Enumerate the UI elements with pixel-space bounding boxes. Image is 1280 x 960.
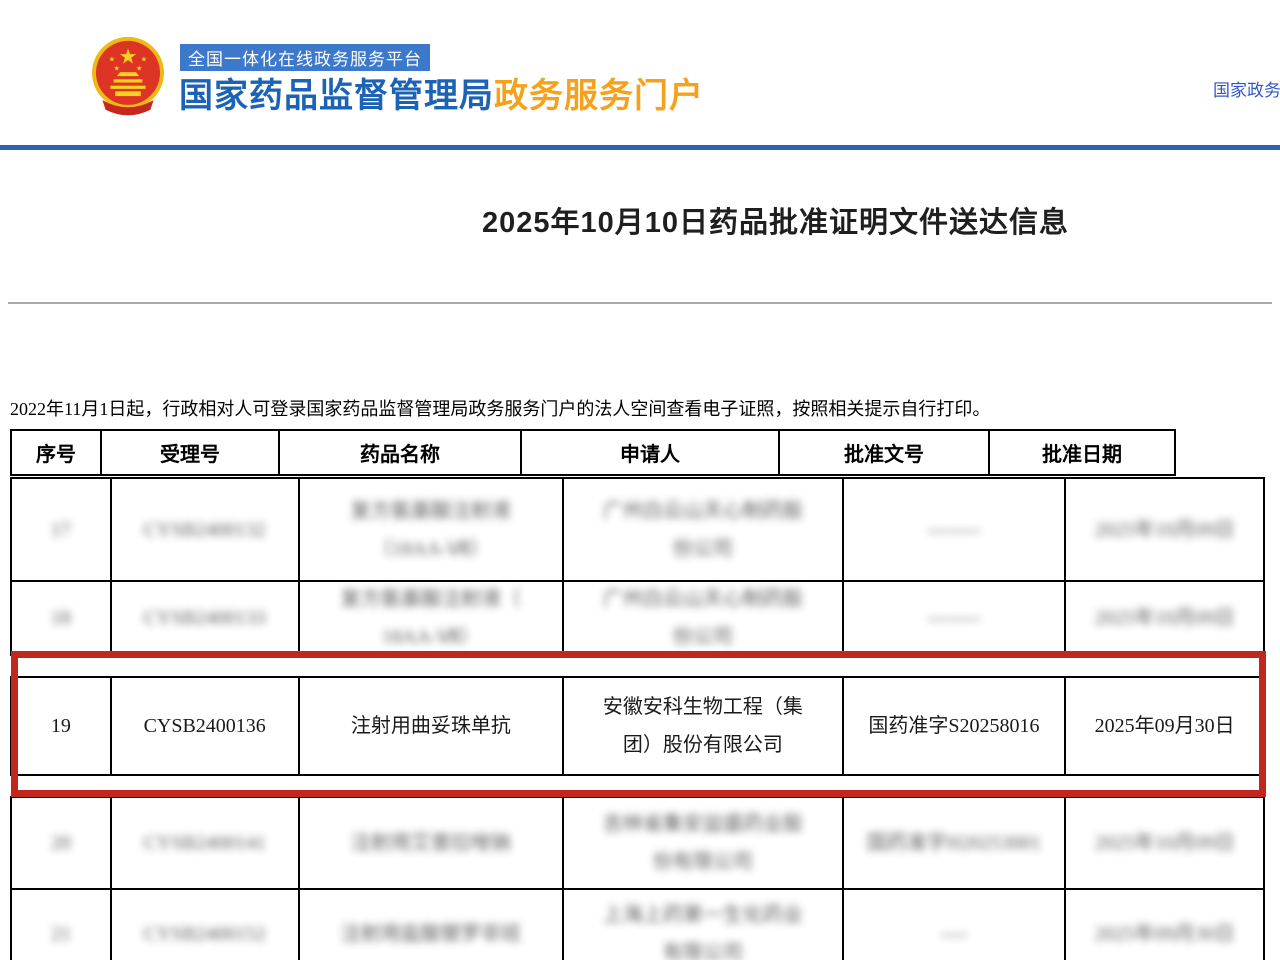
page-title: 2025年10月10日药品批准证明文件送达信息 bbox=[482, 207, 1070, 239]
cell-line: 广州白云山天心制药股 bbox=[602, 588, 803, 610]
cell-line: 团）股份有限公司 bbox=[622, 734, 783, 756]
cell-acceptance-no: CYSB2400132 bbox=[112, 479, 300, 580]
cell-acceptance-no: CYSB2400133 bbox=[112, 582, 300, 654]
cell-line: CYSB2400132 bbox=[143, 518, 266, 541]
table-row: 20 CYSB2400141 注射用艾普拉唑钠 吉林省集安益盛药业股 份有限公司 国药准字… bbox=[10, 796, 1265, 890]
cell-seq: 18 bbox=[12, 582, 112, 654]
site-title: 国家药品监督管理局政务服务门户 bbox=[179, 68, 704, 117]
cell-approval-no: -------- bbox=[844, 479, 1067, 580]
cell-line: 2025年10月09日 bbox=[1094, 518, 1235, 541]
cell-line: 份公司 bbox=[672, 537, 733, 560]
site-title-agency: 国家药品监督管理局 bbox=[179, 77, 494, 115]
header-divider-bar bbox=[0, 145, 1280, 150]
cell-approval-no: 国药准字S20258016 bbox=[844, 678, 1067, 774]
cell-seq: 17 bbox=[12, 479, 112, 580]
cell-line: 份公司 bbox=[672, 626, 733, 648]
cell-applicant: 安徽安科生物工程（集 团）股份有限公司 bbox=[564, 678, 844, 774]
cell-approval-no: -------- bbox=[844, 582, 1067, 654]
cell-line: CYSB2400133 bbox=[143, 607, 266, 629]
cell-seq: 20 bbox=[12, 798, 112, 888]
cell-line: 18AA-Ⅶ） bbox=[381, 626, 480, 648]
table-row-highlighted: 19 CYSB2400136 注射用曲妥珠单抗 安徽安科生物工程（集 团）股份有限公司 国… bbox=[10, 676, 1265, 776]
svg-text:★: ★ bbox=[109, 55, 115, 64]
cell-line: 21 bbox=[50, 923, 71, 945]
cell-approval-date: 2025年10月09日 bbox=[1066, 479, 1263, 580]
cell-line: -------- bbox=[927, 518, 981, 541]
table-row: 17 CYSB2400132 复方氨基酸注射液 （18AA-Ⅶ） 广州白云山天心制药股份… bbox=[10, 477, 1265, 582]
cell-line: 广州白云山天心制药股 bbox=[602, 499, 803, 522]
cell-line: 18 bbox=[50, 607, 71, 629]
cell-line: 2025年09月30日 bbox=[1094, 923, 1235, 945]
site-title-portal: 政务服务门户 bbox=[494, 77, 704, 115]
section-divider bbox=[8, 302, 1272, 304]
cell-acceptance-no: CYSB2400141 bbox=[112, 798, 300, 888]
cell-line: 上海上药第一生化药业 bbox=[602, 904, 803, 926]
svg-text:★: ★ bbox=[119, 45, 138, 68]
national-platform-link[interactable]: 国家政务服务平台 bbox=[1213, 81, 1280, 100]
cell-line: 2025年10月09日 bbox=[1094, 832, 1235, 854]
svg-text:★: ★ bbox=[141, 55, 147, 64]
cell-approval-no: 国药准字H20253001 bbox=[844, 798, 1067, 888]
cell-line: （18AA-Ⅶ） bbox=[371, 537, 490, 560]
cell-drug-name: 复方氨基酸注射液 （18AA-Ⅶ） bbox=[300, 479, 565, 580]
cell-approval-date: 2025年10月09日 bbox=[1066, 582, 1263, 654]
column-header-0: 序号 bbox=[12, 431, 102, 474]
cell-line: ---- bbox=[940, 923, 968, 945]
cell-line: CYSB2400141 bbox=[143, 832, 266, 854]
column-header-5: 批准日期 bbox=[1042, 444, 1122, 466]
cell-line: 国药准字S20258016 bbox=[868, 715, 1040, 737]
cell-line: -------- bbox=[927, 607, 981, 629]
cell-applicant: 上海上药第一生化药业有限公司 bbox=[564, 890, 844, 960]
table-header-row: 序号 受理号 药品名称 申请人 批准文号 批准日期 bbox=[10, 429, 1176, 476]
table-row: 21 CYSB2400152 注射用盐酸替罗非班 上海上药第一生化药业有限公司 ----… bbox=[10, 888, 1265, 960]
cell-line: 注射用曲妥珠单抗 bbox=[350, 715, 511, 737]
cell-line: 有限公司 bbox=[662, 942, 743, 960]
column-header-1: 受理号 bbox=[102, 431, 280, 474]
cell-drug-name: 注射用曲妥珠单抗 bbox=[300, 678, 565, 774]
cell-line: CYSB2400152 bbox=[143, 923, 266, 945]
national-emblem-icon: ★ ★ ★ ★ ★ bbox=[92, 36, 164, 116]
cell-line: 安徽安科生物工程（集 bbox=[602, 696, 803, 718]
cell-applicant: 广州白云山天心制药股 份公司 bbox=[564, 479, 844, 580]
cell-line: CYSB2400136 bbox=[143, 715, 266, 737]
cell-drug-name: 复方氨基酸注射液（ 18AA-Ⅶ） bbox=[300, 582, 565, 654]
column-header-3: 申请人 bbox=[522, 431, 780, 474]
cell-applicant: 吉林省集安益盛药业股 份有限公司 bbox=[564, 798, 844, 888]
cell-line: 2025年09月30日 bbox=[1094, 715, 1235, 737]
cell-seq: 21 bbox=[12, 890, 112, 960]
cell-acceptance-no: CYSB2400136 bbox=[112, 678, 300, 774]
column-header-4: 批准文号 bbox=[780, 431, 990, 474]
cell-acceptance-no: CYSB2400152 bbox=[112, 890, 300, 960]
table-row: 18 CYSB2400133 复方氨基酸注射液（ 18AA-Ⅶ） 广州白云山天心制药股份… bbox=[10, 580, 1265, 656]
cell-line: 复方氨基酸注射液（ bbox=[340, 588, 521, 610]
svg-text:★: ★ bbox=[136, 64, 142, 73]
cell-line: 份有限公司 bbox=[652, 851, 753, 873]
cell-line: 17 bbox=[50, 518, 71, 541]
cell-line: 19 bbox=[50, 715, 71, 737]
cell-approval-date: 2025年09月30日 bbox=[1066, 890, 1263, 960]
cell-line: 国药准字H20253001 bbox=[866, 832, 1042, 854]
notice-text: 2022年11月1日起，行政相对人可登录国家药品监督管理局政务服务门户的法人空间… bbox=[10, 399, 991, 419]
platform-badge: 全国一体化在线政务服务平台 bbox=[180, 44, 430, 71]
cell-line: 注射用盐酸替罗非班 bbox=[340, 923, 521, 945]
cell-line: 20 bbox=[50, 832, 71, 854]
cell-applicant: 广州白云山天心制药股 份公司 bbox=[564, 582, 844, 654]
cell-line: 注射用艾普拉唑钠 bbox=[350, 832, 511, 854]
cell-approval-no: ---- bbox=[844, 890, 1067, 960]
cell-seq: 19 bbox=[12, 678, 112, 774]
column-header-2: 药品名称 bbox=[280, 431, 522, 474]
cell-drug-name: 注射用盐酸替罗非班 bbox=[300, 890, 565, 960]
cell-line: 复方氨基酸注射液 bbox=[350, 499, 511, 522]
cell-approval-date: 2025年09月30日 bbox=[1066, 678, 1263, 774]
cell-line: 2025年10月09日 bbox=[1094, 607, 1235, 629]
cell-approval-date: 2025年10月09日 bbox=[1066, 798, 1263, 888]
cell-line: 吉林省集安益盛药业股 bbox=[602, 813, 803, 835]
svg-text:★: ★ bbox=[114, 64, 120, 73]
cell-drug-name: 注射用艾普拉唑钠 bbox=[300, 798, 565, 888]
